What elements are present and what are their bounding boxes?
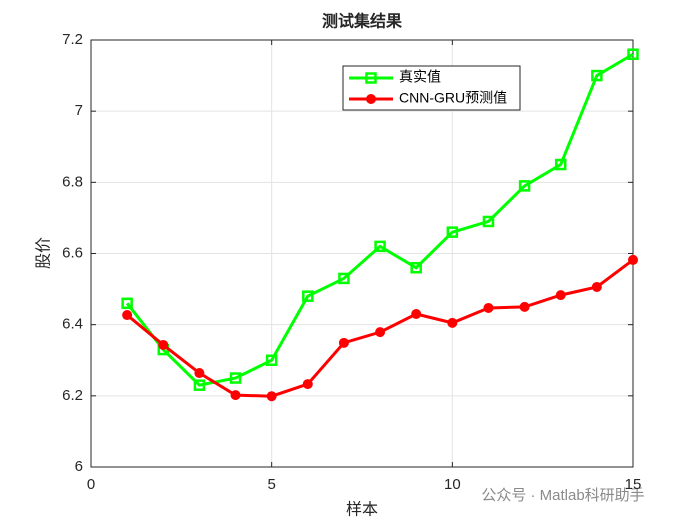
marker bbox=[519, 301, 530, 312]
y-tick-label: 6.2 bbox=[62, 387, 83, 404]
marker bbox=[230, 390, 241, 401]
y-tick-label: 6 bbox=[75, 458, 83, 475]
x-tick-label: 15 bbox=[625, 476, 642, 493]
series-line bbox=[125, 52, 634, 387]
marker bbox=[338, 272, 350, 285]
marker bbox=[193, 379, 206, 391]
marker bbox=[555, 290, 566, 301]
legend-marker bbox=[366, 94, 376, 104]
marker bbox=[627, 48, 639, 60]
marker bbox=[229, 372, 242, 384]
marker bbox=[122, 310, 133, 321]
marker bbox=[591, 69, 603, 82]
legend-label: CNN-GRU预测值 bbox=[399, 90, 507, 106]
marker bbox=[554, 158, 567, 171]
x-tick-label: 5 bbox=[267, 476, 275, 493]
marker bbox=[338, 337, 349, 348]
marker bbox=[411, 308, 422, 319]
legend-marker bbox=[365, 72, 377, 84]
marker bbox=[628, 254, 638, 265]
marker bbox=[265, 354, 278, 366]
marker bbox=[375, 327, 386, 338]
x-tick-label: 0 bbox=[87, 476, 95, 493]
marker bbox=[482, 215, 495, 228]
marker bbox=[483, 302, 494, 313]
marker bbox=[374, 240, 386, 253]
y-tick-label: 6.8 bbox=[62, 173, 83, 190]
axes-box bbox=[90, 39, 634, 468]
chart-title: 测试集结果 bbox=[322, 12, 402, 31]
marker bbox=[158, 339, 169, 350]
marker bbox=[266, 391, 277, 402]
marker bbox=[121, 297, 133, 310]
marker bbox=[518, 180, 531, 192]
x-axis-label: 样本 bbox=[346, 500, 378, 519]
y-axis-label: 股价 bbox=[34, 237, 53, 269]
marker bbox=[591, 281, 602, 292]
watermark: 公众号 · Matlab科研助手 bbox=[481, 487, 644, 504]
y-tick-label: 7 bbox=[75, 102, 83, 119]
y-tick-label: 7.2 bbox=[62, 31, 83, 48]
y-tick-label: 6.4 bbox=[62, 316, 83, 333]
marker bbox=[446, 226, 459, 238]
marker bbox=[302, 379, 313, 390]
marker bbox=[410, 261, 422, 274]
x-tick-label: 10 bbox=[444, 476, 461, 493]
marker bbox=[194, 368, 205, 379]
y-tick-label: 6.6 bbox=[62, 244, 83, 261]
marker bbox=[447, 317, 458, 328]
marker bbox=[302, 290, 314, 302]
legend-label: 真实值 bbox=[399, 69, 441, 85]
